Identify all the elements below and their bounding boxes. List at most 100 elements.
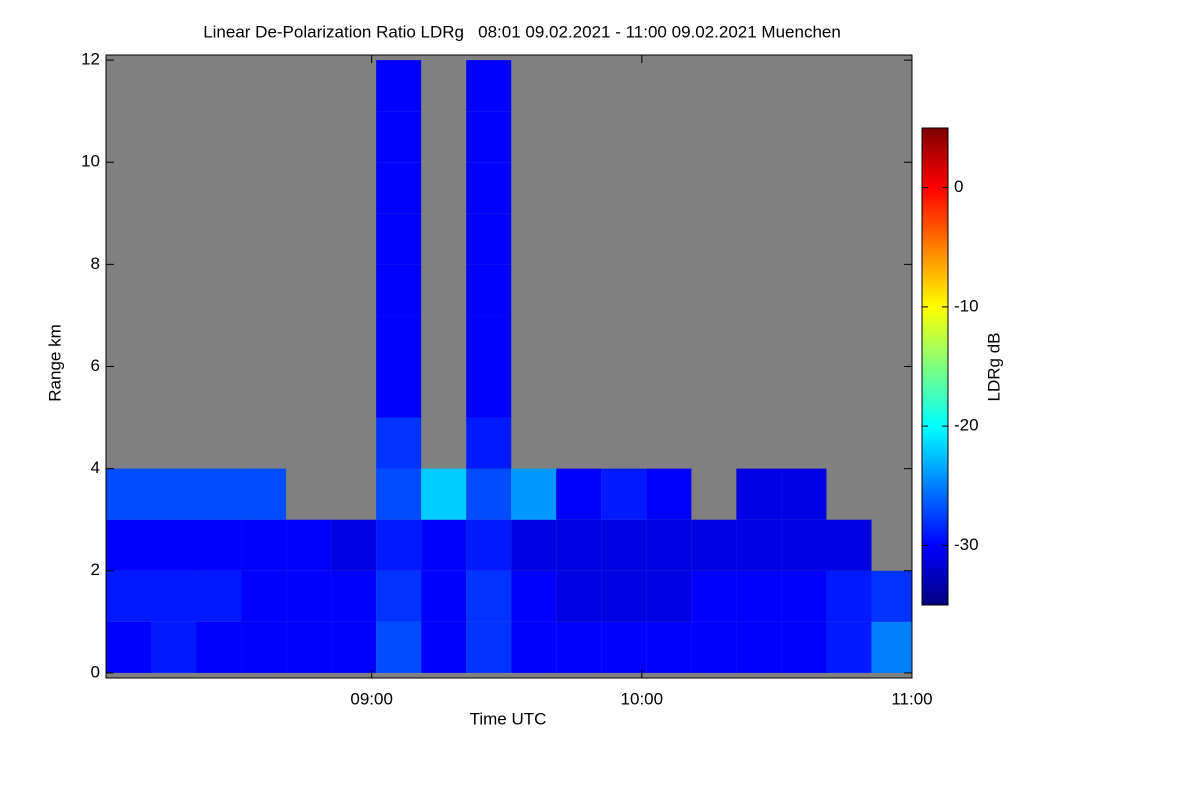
heatmap-cell [466, 519, 512, 571]
heatmap-cell [151, 570, 197, 622]
heatmap-cell [826, 570, 872, 622]
heatmap-cell [466, 60, 512, 112]
heatmap-cell [376, 111, 422, 163]
y-axis-label: Range km [45, 324, 64, 401]
heatmap-cell [376, 621, 422, 673]
heatmap-cell [421, 519, 467, 571]
heatmap-cell [556, 519, 602, 571]
x-tick-label: 09:00 [350, 689, 393, 708]
heatmap-cell [646, 468, 692, 520]
heatmap-cell [871, 570, 912, 622]
heatmap-cell [556, 621, 602, 673]
heatmap-cell [826, 519, 872, 571]
heatmap-cell [601, 519, 647, 571]
heatmap-cell [421, 570, 467, 622]
heatmap-cell [466, 213, 512, 265]
heatmap-cell [646, 621, 692, 673]
y-tick-label: 0 [91, 662, 100, 681]
heatmap-cell [511, 570, 557, 622]
heatmap-cell [691, 621, 737, 673]
heatmap-cell [421, 621, 467, 673]
heatmap-cell [376, 468, 422, 520]
heatmap-cell [151, 519, 197, 571]
colorbar-tick-label: -10 [954, 296, 979, 315]
heatmap-cell [466, 570, 512, 622]
heatmap-cell [556, 570, 602, 622]
chart-title: Linear De-Polarization Ratio LDRg 08:01 … [203, 22, 841, 41]
heatmap-cell [691, 519, 737, 571]
y-tick-label: 8 [91, 254, 100, 273]
heatmap-cell [826, 621, 872, 673]
y-tick-label: 6 [91, 356, 100, 375]
heatmap-cell [466, 315, 512, 367]
heatmap-cell [466, 366, 512, 418]
heatmap-cell [376, 60, 422, 112]
heatmap-cell [781, 621, 827, 673]
heatmap-cell [646, 519, 692, 571]
heatmap-cell [466, 621, 512, 673]
heatmap-cell [241, 468, 287, 520]
colorbar-tick-label: 0 [954, 177, 963, 196]
heatmap-cell [871, 621, 912, 673]
heatmap-cell [196, 570, 242, 622]
heatmap-cell [466, 162, 512, 214]
heatmap-cell [331, 519, 377, 571]
heatmap-cell [466, 468, 512, 520]
colorbar [921, 127, 949, 606]
heatmap-cell [331, 621, 377, 673]
heatmap-cell [376, 213, 422, 265]
heatmap-cell [151, 468, 197, 520]
heatmap-cell [736, 621, 782, 673]
heatmap-cell [736, 519, 782, 571]
heatmap-cell [511, 621, 557, 673]
y-tick-label: 4 [91, 458, 100, 477]
heatmap-cell [781, 570, 827, 622]
heatmap-cell [286, 519, 332, 571]
heatmap-cell [286, 570, 332, 622]
heatmap-cell [376, 162, 422, 214]
heatmap-cell [466, 111, 512, 163]
heatmap-cell [331, 570, 377, 622]
heatmap-cell [376, 366, 422, 418]
heatmap-cell [376, 315, 422, 367]
heatmap-cell [511, 519, 557, 571]
heatmap-cell [286, 621, 332, 673]
heatmap-cell [781, 519, 827, 571]
heatmap-cell [511, 468, 557, 520]
heatmap-cell [106, 621, 152, 673]
colorbar-tick-label: -20 [954, 416, 979, 435]
heatmap-cell [241, 621, 287, 673]
heatmap-cell [601, 570, 647, 622]
heatmap-cell [466, 264, 512, 316]
heatmap-cell [601, 468, 647, 520]
heatmap-cell [106, 570, 152, 622]
colorbar-tick-label: -30 [954, 535, 979, 554]
heatmap-cell [376, 519, 422, 571]
heatmap-cell [421, 468, 467, 520]
heatmap-cell [241, 519, 287, 571]
heatmap-cell [241, 570, 287, 622]
y-tick-label: 10 [81, 152, 100, 171]
heatmap-cell [196, 621, 242, 673]
x-axis-label: Time UTC [470, 709, 547, 728]
heatmap-cell [556, 468, 602, 520]
heatmap-cell [106, 468, 152, 520]
y-tick-label: 12 [81, 50, 100, 69]
x-tick-label: 11:00 [891, 689, 932, 708]
heatmap-cell [736, 570, 782, 622]
heatmap-cell [646, 570, 692, 622]
heatmap-cell [466, 417, 512, 469]
x-tick-label: 10:00 [621, 689, 664, 708]
y-tick-label: 2 [91, 560, 100, 579]
heatmap-cell [376, 264, 422, 316]
heatmap-cell [196, 519, 242, 571]
heatmap-cell [376, 570, 422, 622]
heatmap-cell [601, 621, 647, 673]
heatmap-cell [781, 468, 827, 520]
heatmap-cell [736, 468, 782, 520]
colorbar-label: LDRg dB [984, 333, 1003, 402]
heatmap-cell [691, 570, 737, 622]
heatmap-cell [151, 621, 197, 673]
heatmap-cell [376, 417, 422, 469]
